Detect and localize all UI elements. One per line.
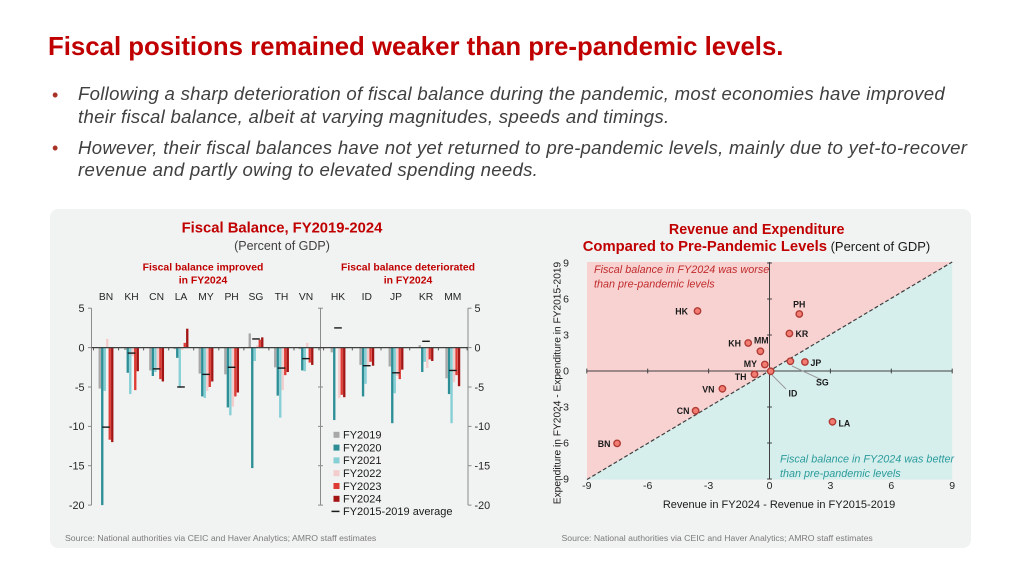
svg-text:-5: -5 — [475, 382, 485, 394]
svg-text:Compared to Pre-Pandemic Level: Compared to Pre-Pandemic Levels (Percent… — [583, 239, 931, 255]
svg-text:SG: SG — [249, 292, 264, 303]
svg-text:PH: PH — [224, 292, 238, 303]
svg-text:FY2024: FY2024 — [343, 494, 382, 506]
svg-text:Revenue and Expenditure: Revenue and Expenditure — [669, 222, 845, 238]
svg-text:BN: BN — [598, 439, 611, 449]
svg-text:than pre-pandemic levels: than pre-pandemic levels — [780, 468, 901, 480]
svg-text:FY2023: FY2023 — [343, 481, 382, 493]
svg-text:-3: -3 — [560, 402, 569, 414]
svg-text:Fiscal balance in FY2024 was b: Fiscal balance in FY2024 was better — [780, 454, 954, 466]
svg-text:3: 3 — [827, 480, 833, 492]
svg-text:CN: CN — [149, 292, 164, 303]
svg-text:-20: -20 — [475, 500, 491, 512]
svg-text:in FY2024: in FY2024 — [384, 276, 433, 287]
svg-text:JP: JP — [390, 292, 402, 303]
svg-text:-5: -5 — [75, 382, 85, 394]
svg-text:0: 0 — [563, 366, 569, 378]
svg-text:HK: HK — [331, 292, 345, 303]
svg-text:0: 0 — [475, 342, 481, 354]
svg-text:-9: -9 — [560, 474, 569, 486]
svg-text:KH: KH — [728, 338, 741, 348]
svg-text:LA: LA — [175, 292, 188, 303]
svg-text:BN: BN — [99, 292, 113, 303]
svg-text:FY2022: FY2022 — [343, 468, 382, 480]
svg-text:MY: MY — [198, 292, 214, 303]
svg-text:JP: JP — [811, 358, 822, 368]
svg-text:Revenue in FY2024 - Revenue in: Revenue in FY2024 - Revenue in FY2015-20… — [663, 499, 895, 511]
svg-text:TH: TH — [735, 372, 747, 382]
svg-text:KR: KR — [419, 292, 433, 303]
svg-text:0: 0 — [78, 342, 84, 354]
svg-text:Expenditure in FY2024 - Expend: Expenditure in FY2024 - Expenditure in F… — [553, 261, 564, 504]
svg-text:Fiscal balance deteriorated: Fiscal balance deteriorated — [341, 263, 475, 274]
svg-text:LA: LA — [839, 419, 851, 429]
svg-text:TH: TH — [275, 292, 289, 303]
svg-text:KR: KR — [796, 329, 809, 339]
svg-text:-20: -20 — [69, 500, 85, 512]
svg-text:Fiscal Balance, FY2019-2024: Fiscal Balance, FY2019-2024 — [182, 221, 383, 237]
svg-text:FY2015-2019 average: FY2015-2019 average — [343, 506, 452, 518]
svg-text:MM: MM — [444, 292, 461, 303]
svg-text:-15: -15 — [69, 461, 85, 473]
svg-text:Source: National authorities v: Source: National authorities via CEIC an… — [562, 533, 874, 543]
svg-text:-15: -15 — [475, 461, 491, 473]
svg-text:9: 9 — [949, 480, 955, 492]
svg-text:Fiscal balance improved: Fiscal balance improved — [143, 263, 264, 274]
svg-text:VN: VN — [702, 385, 714, 395]
svg-text:6: 6 — [563, 294, 569, 306]
svg-text:-10: -10 — [69, 421, 85, 433]
svg-text:FY2019: FY2019 — [343, 430, 382, 442]
svg-text:CN: CN — [677, 406, 690, 416]
svg-text:5: 5 — [78, 303, 84, 315]
svg-text:6: 6 — [888, 480, 894, 492]
svg-text:9: 9 — [563, 258, 569, 270]
svg-text:Source: National authorities v: Source: National authorities via CEIC an… — [65, 533, 377, 543]
svg-text:-3: -3 — [704, 480, 713, 492]
svg-text:-10: -10 — [475, 421, 491, 433]
svg-text:PH: PH — [793, 300, 805, 310]
svg-text:KH: KH — [124, 292, 138, 303]
svg-text:0: 0 — [767, 480, 773, 492]
svg-text:MM: MM — [754, 336, 769, 346]
svg-text:(Percent of GDP): (Percent of GDP) — [234, 239, 330, 253]
svg-text:ID: ID — [362, 292, 372, 303]
svg-text:than pre-pandemic levels: than pre-pandemic levels — [594, 279, 715, 291]
svg-text:MY: MY — [744, 359, 757, 369]
svg-text:Fiscal balance in FY2024 was w: Fiscal balance in FY2024 was worse — [594, 264, 769, 276]
svg-text:VN: VN — [299, 292, 313, 303]
svg-text:FY2021: FY2021 — [343, 455, 382, 467]
svg-text:3: 3 — [563, 330, 569, 342]
svg-text:ID: ID — [789, 389, 798, 399]
svg-text:HK: HK — [675, 307, 688, 317]
svg-text:in FY2024: in FY2024 — [179, 276, 228, 287]
svg-text:-6: -6 — [643, 480, 652, 492]
svg-text:SG: SG — [816, 378, 829, 388]
svg-text:-9: -9 — [582, 480, 591, 492]
svg-text:FY2020: FY2020 — [343, 442, 382, 454]
svg-text:-6: -6 — [560, 438, 569, 450]
svg-text:5: 5 — [475, 303, 481, 315]
